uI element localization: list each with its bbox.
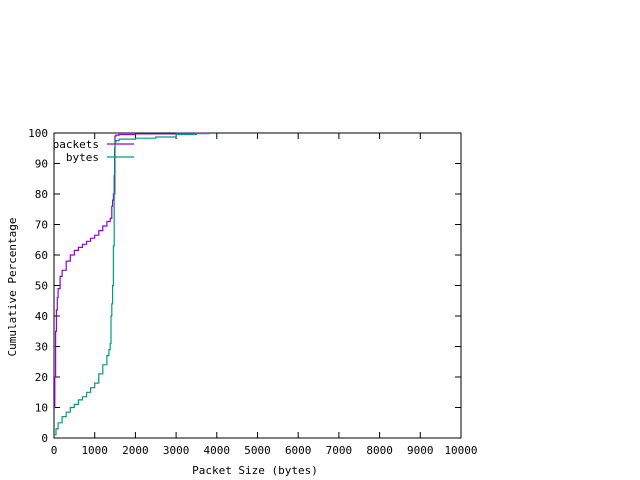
- legend-label-bytes: bytes: [66, 151, 99, 164]
- x-tick-label: 4000: [204, 444, 231, 457]
- y-tick-label: 100: [28, 127, 48, 140]
- x-tick-label: 0: [51, 444, 58, 457]
- x-axis-label: Packet Size (bytes): [192, 464, 318, 477]
- series-lines: [54, 132, 210, 436]
- x-tick-label: 3000: [163, 444, 190, 457]
- y-tick-label: 20: [35, 371, 48, 384]
- y-tick-label: 30: [35, 341, 48, 354]
- y-tick-label: 50: [35, 280, 48, 293]
- y-tick-label: 90: [35, 158, 48, 171]
- x-tick-label: 2000: [122, 444, 149, 457]
- y-tick-label: 10: [35, 402, 48, 415]
- y-tick-label: 60: [35, 249, 48, 262]
- series-line-bytes: [54, 133, 210, 436]
- x-tick-label: 9000: [407, 444, 434, 457]
- x-tick-label: 8000: [366, 444, 393, 457]
- x-axis-ticks: 0 1000 2000 3000 4000 5000 6000 7000 8000 9000 100…: [51, 133, 478, 457]
- y-tick-label: 70: [35, 219, 48, 232]
- y-tick-label: 80: [35, 188, 48, 201]
- x-tick-label: 10000: [444, 444, 477, 457]
- y-axis-label: Cumulative Percentage: [6, 217, 19, 356]
- legend-label-packets: packets: [53, 138, 99, 151]
- y-tick-label: 40: [35, 310, 48, 323]
- y-tick-label: 0: [41, 432, 48, 445]
- x-tick-label: 6000: [285, 444, 312, 457]
- y-axis-ticks: 0 10 20 30 40 50 60 70 80 90 100: [28, 127, 461, 445]
- series-line-packets: [54, 132, 210, 409]
- x-tick-label: 7000: [326, 444, 353, 457]
- x-tick-label: 1000: [81, 444, 108, 457]
- x-tick-label: 5000: [244, 444, 271, 457]
